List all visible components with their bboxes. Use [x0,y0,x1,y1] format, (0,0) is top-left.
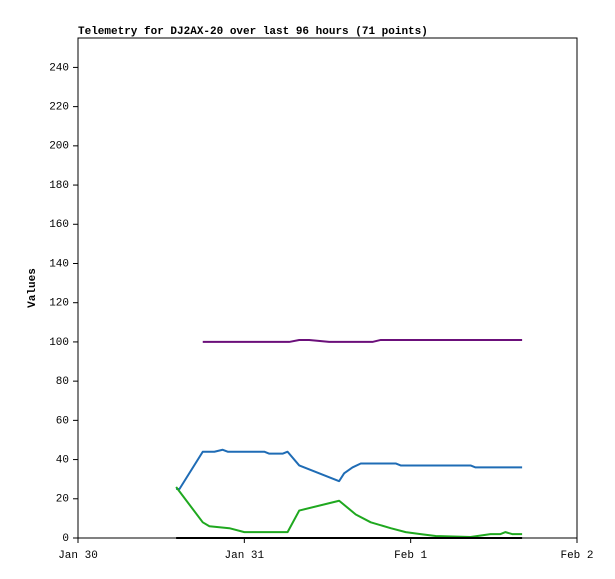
x-tick-label: Jan 31 [225,550,265,562]
y-tick-label: 240 [49,62,69,74]
series-line [202,338,523,343]
x-tick-label: Feb 1 [394,550,427,562]
y-tick-label: 20 [56,494,69,506]
x-tick-label: Feb 2 [560,550,593,562]
y-tick-label: 80 [56,376,69,388]
chart-title: Telemetry for DJ2AX-20 over last 96 hour… [78,26,428,38]
y-tick-label: 160 [49,219,69,231]
series-line [175,486,523,539]
y-tick-label: 40 [56,454,69,466]
y-tick-label: 120 [49,298,69,310]
y-axis-label: Values [27,268,39,308]
y-tick-label: 0 [62,533,69,545]
y-tick-label: 180 [49,180,69,192]
y-tick-label: 140 [49,258,69,270]
y-tick-label: 100 [49,337,69,349]
y-tick-label: 200 [49,141,69,153]
x-tick-label: Jan 30 [58,550,98,562]
series-line [176,448,523,490]
y-tick-label: 220 [49,102,69,114]
y-tick-label: 60 [56,415,69,427]
